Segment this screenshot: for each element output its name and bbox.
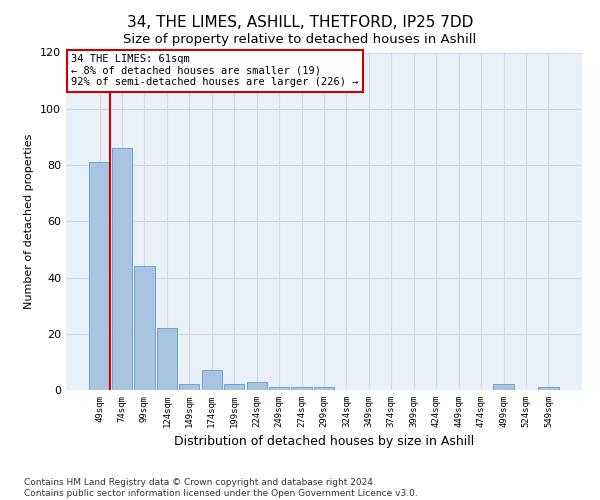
Text: Contains HM Land Registry data © Crown copyright and database right 2024.
Contai: Contains HM Land Registry data © Crown c… [24, 478, 418, 498]
Bar [292, 387, 311, 390]
Bar [134, 266, 155, 390]
Text: 34 THE LIMES: 61sqm
← 8% of detached houses are smaller (19)
92% of semi-detache: 34 THE LIMES: 61sqm ← 8% of detached hou… [71, 54, 359, 88]
Bar [538, 387, 559, 390]
X-axis label: Distribution of detached houses by size in Ashill: Distribution of detached houses by size … [174, 436, 474, 448]
Bar [112, 148, 132, 390]
Bar [493, 384, 514, 390]
Text: 34, THE LIMES, ASHILL, THETFORD, IP25 7DD: 34, THE LIMES, ASHILL, THETFORD, IP25 7D… [127, 15, 473, 30]
Bar [224, 384, 244, 390]
Bar [157, 328, 177, 390]
Bar [179, 384, 199, 390]
Bar [247, 382, 267, 390]
Bar [202, 370, 222, 390]
Text: Size of property relative to detached houses in Ashill: Size of property relative to detached ho… [124, 32, 476, 46]
Y-axis label: Number of detached properties: Number of detached properties [25, 134, 34, 309]
Bar [314, 387, 334, 390]
Bar [269, 387, 289, 390]
Bar [89, 162, 110, 390]
